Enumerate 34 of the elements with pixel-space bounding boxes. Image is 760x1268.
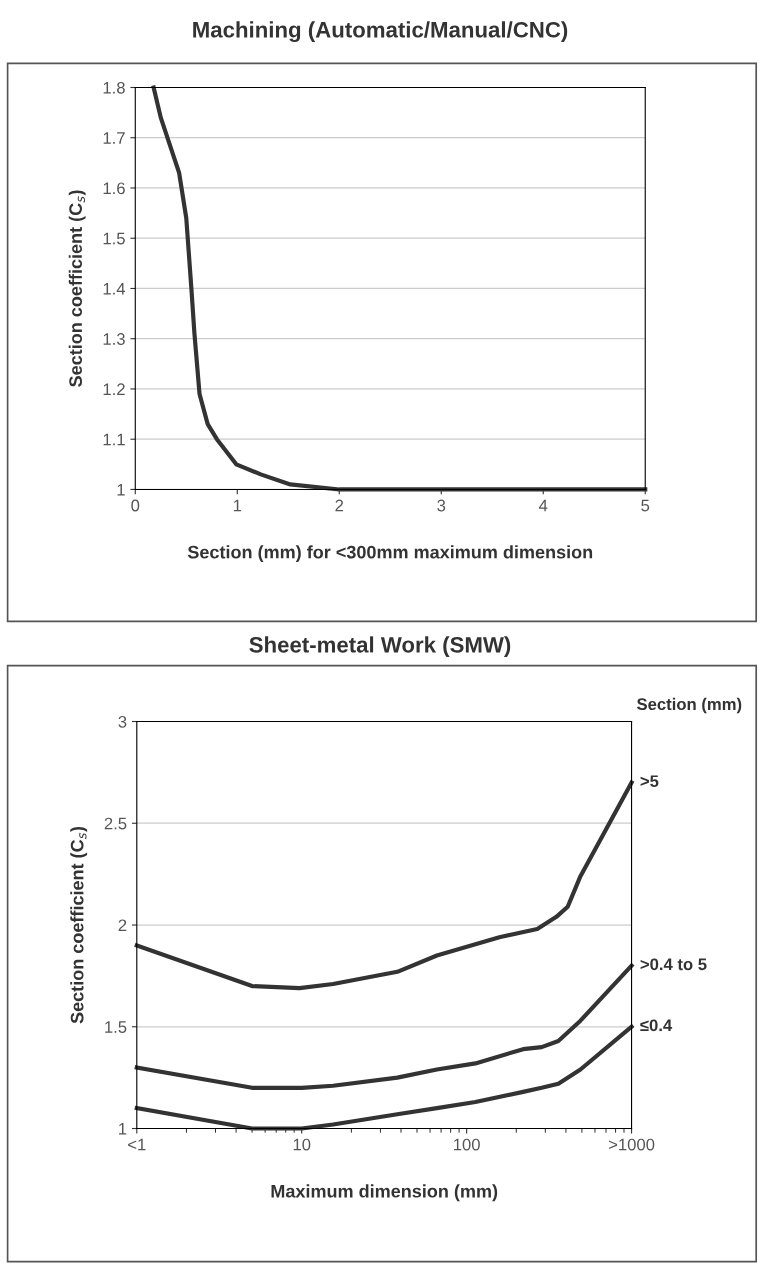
y-tick-label: 1 <box>119 1123 127 1135</box>
y-tick-label: 1.2 <box>103 383 125 395</box>
x-tick-label: 100 <box>454 1138 480 1151</box>
x-tick-label: <1 <box>128 1138 146 1151</box>
y-axis-title: Section coefficient (C$_{s}$) <box>70 826 88 1024</box>
y-tick-label: 2 <box>118 919 127 932</box>
legend-title: Section (mm) <box>636 697 742 714</box>
x-tick-label: 1 <box>233 499 242 512</box>
x-tick-label: >1000 <box>608 1138 655 1151</box>
y-axis-title: Section coefficient (C$_{s}$) <box>68 190 86 387</box>
y-tick-label: 1.6 <box>103 182 125 195</box>
y-tick-label: 2.5 <box>104 817 127 830</box>
chart-title: Sheet-metal Work (SMW) <box>249 636 511 658</box>
x-tick-label: 2 <box>335 499 344 512</box>
x-tick-label: 0 <box>131 499 140 512</box>
y-tick-label: 1.8 <box>103 81 125 94</box>
chart-title: Machining (Automatic/Manual/CNC) <box>193 21 568 43</box>
y-tick-label: 1.5 <box>103 232 125 245</box>
y-tick-label: 1.3 <box>103 333 125 345</box>
x-tick-label: 10 <box>293 1138 311 1151</box>
x-axis-title: Maximum dimension (mm) <box>271 1184 498 1202</box>
y-tick-label: 1.1 <box>103 433 125 446</box>
y-tick-label: 1.5 <box>105 1021 127 1033</box>
y-tick-label: 1 <box>117 484 125 496</box>
y-tick-label: 1.4 <box>103 283 126 295</box>
x-tick-label: 3 <box>437 499 446 512</box>
y-tick-label: 1.7 <box>103 132 125 144</box>
series-label: >0.4 to 5 <box>640 958 707 971</box>
series-label: ≤0.4 <box>640 1019 673 1032</box>
x-tick-label: 5 <box>641 499 650 512</box>
y-tick-label: 3 <box>118 715 127 728</box>
x-axis-title: Section (mm) for <300mm maximum dimension <box>187 545 593 563</box>
x-tick-label: 4 <box>539 499 548 512</box>
series-label: >5 <box>640 775 659 788</box>
